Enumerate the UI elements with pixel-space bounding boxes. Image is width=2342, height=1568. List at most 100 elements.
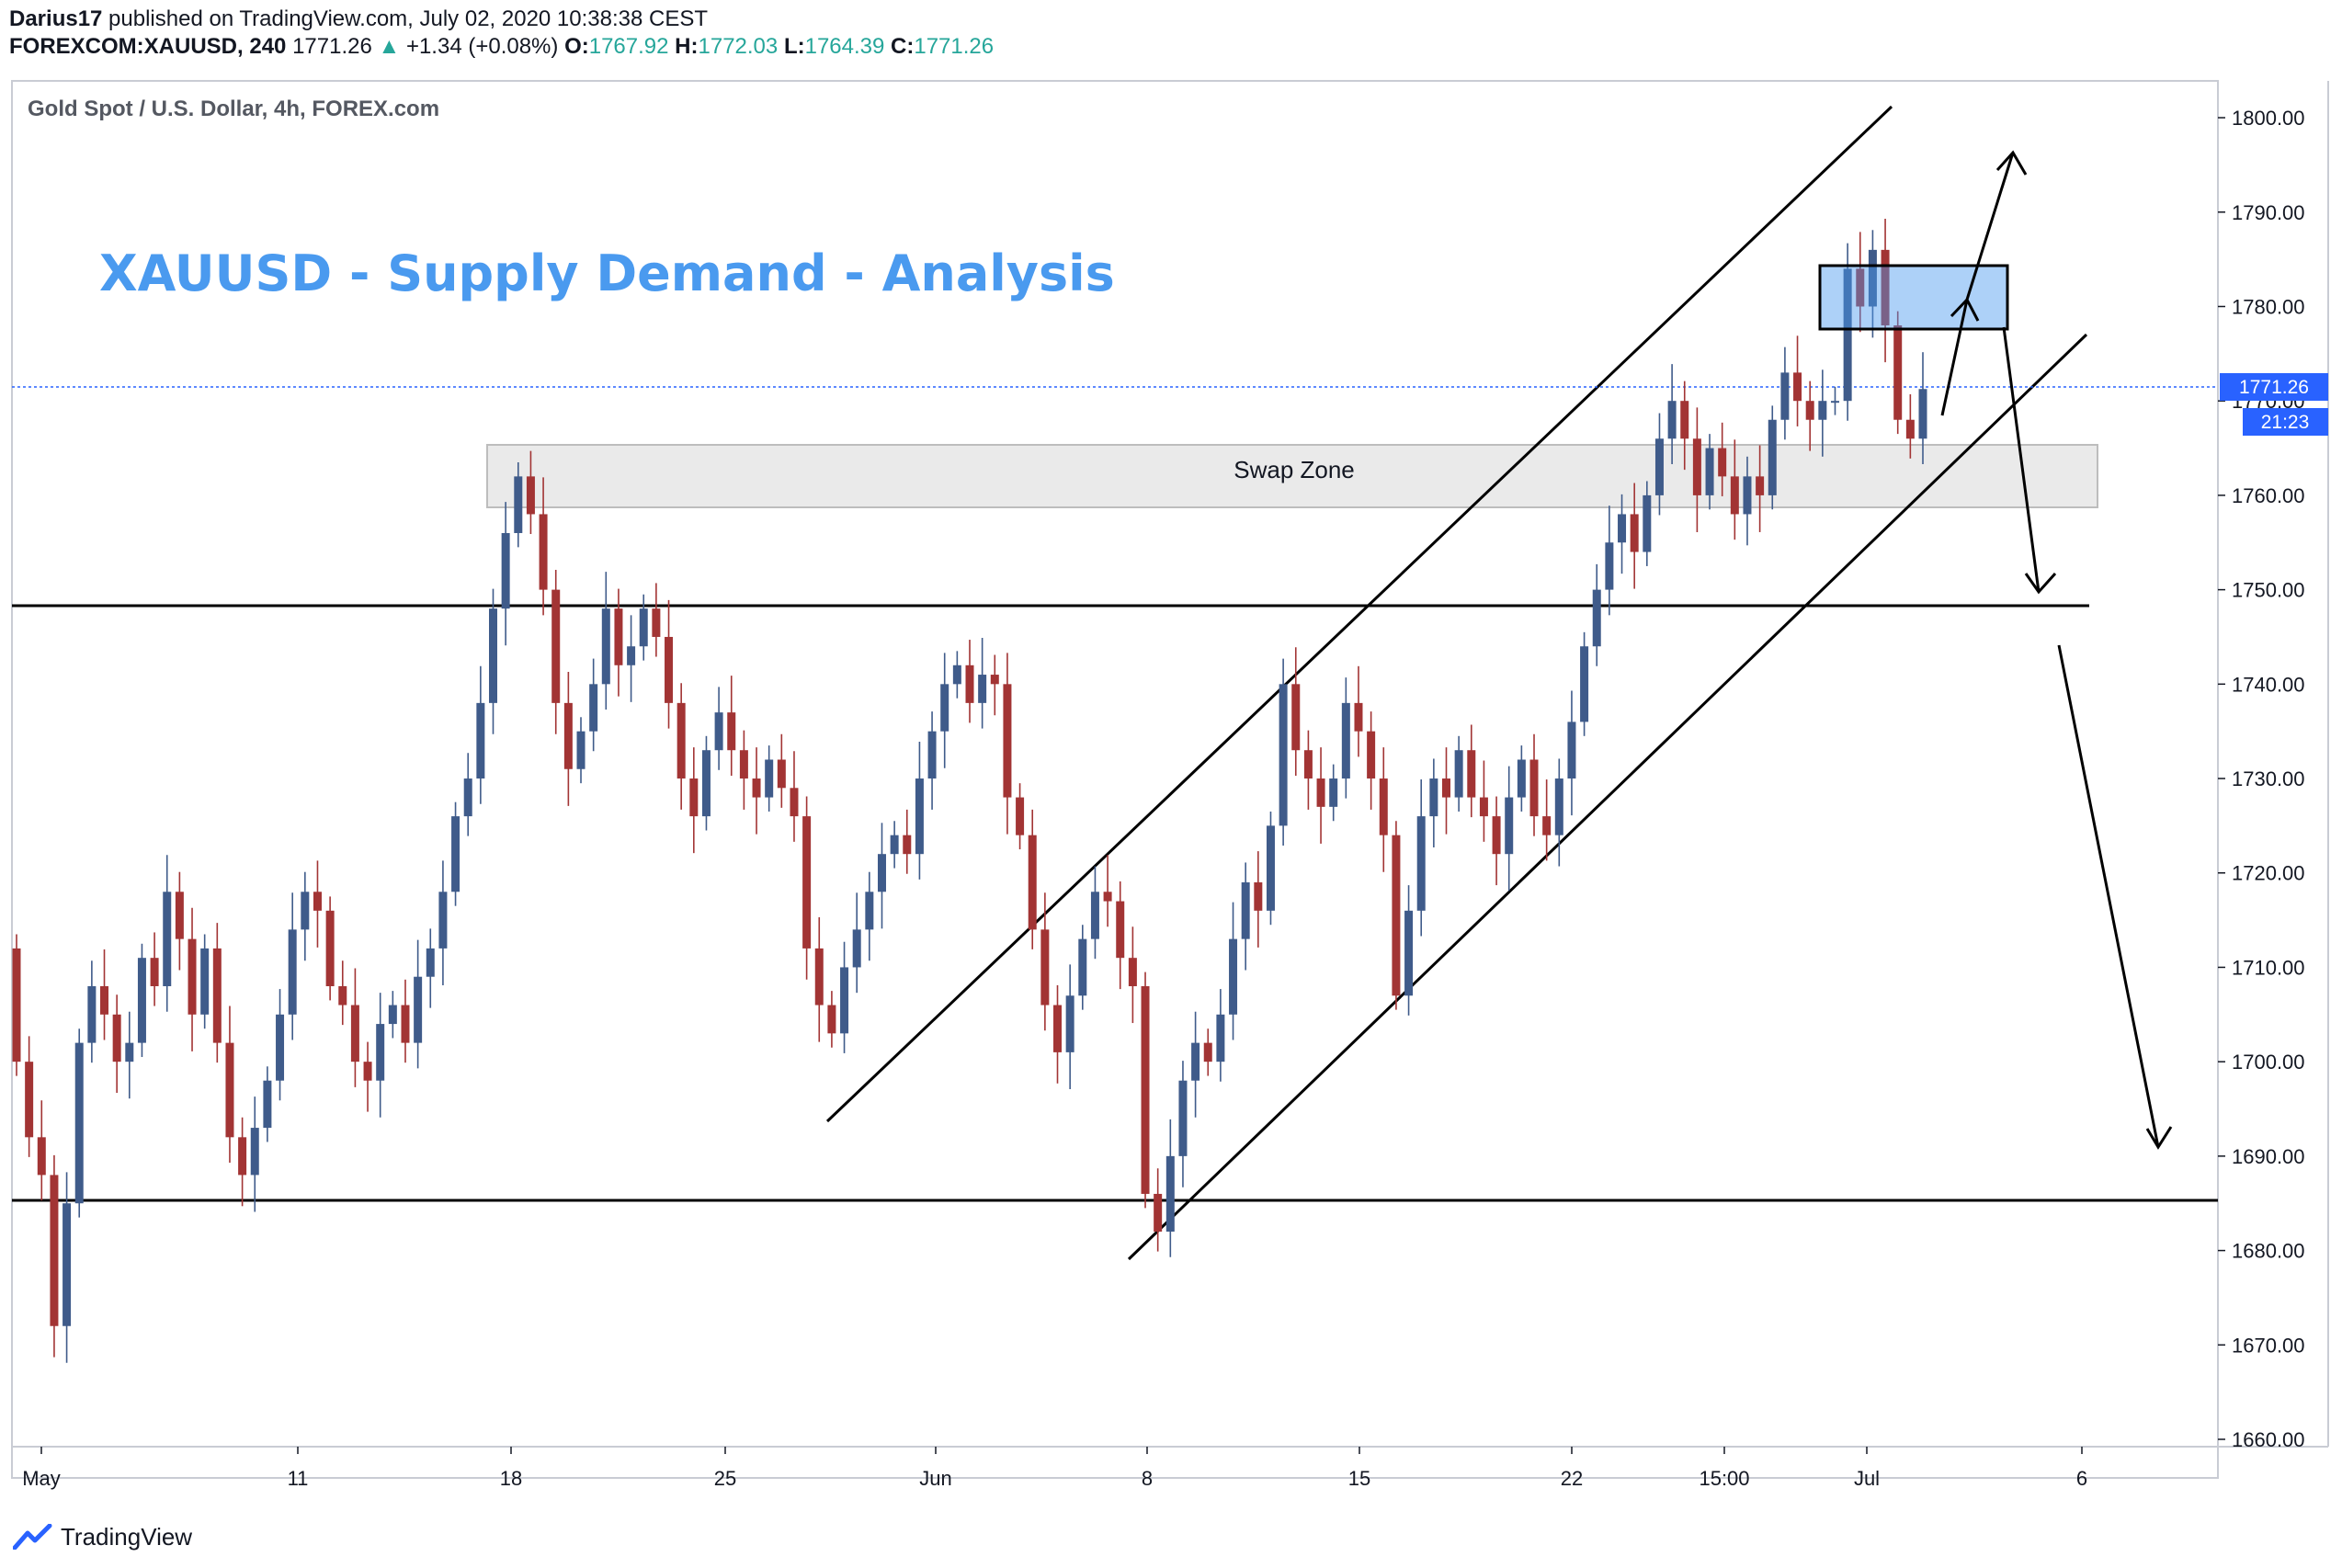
high-value: 1772.03 bbox=[698, 34, 779, 59]
candle-body bbox=[1316, 778, 1325, 807]
time-axis[interactable]: May 11 18 25 Jun 8 15 22 15:00 Jul 6 bbox=[22, 1447, 2087, 1490]
candle-body bbox=[1505, 797, 1514, 855]
candle-body bbox=[539, 514, 548, 590]
candle-body bbox=[1078, 938, 1087, 996]
candle-body bbox=[1580, 646, 1589, 722]
candle-body bbox=[1053, 1005, 1063, 1052]
y-tick-label: 1790.00 bbox=[2232, 201, 2305, 224]
supply-zone-box[interactable] bbox=[1818, 264, 2009, 331]
candle-body bbox=[1404, 910, 1414, 996]
candle-body bbox=[627, 646, 636, 665]
candle-body bbox=[1178, 1080, 1188, 1156]
candle-body bbox=[1618, 514, 1627, 543]
candle-body bbox=[1592, 589, 1601, 647]
publish-info: published on TradingView.com, July 02, 2… bbox=[102, 6, 709, 31]
candle-body bbox=[338, 985, 347, 1006]
candle-body bbox=[927, 731, 937, 779]
channel-upper-line[interactable] bbox=[825, 105, 1893, 1123]
candle-body bbox=[1843, 268, 1852, 402]
candle-body bbox=[1868, 249, 1877, 307]
candle-body bbox=[563, 702, 573, 769]
candle-body bbox=[1830, 401, 1839, 403]
x-tick-label: 6 bbox=[2076, 1467, 2087, 1490]
candle-body bbox=[451, 816, 460, 892]
candle-body bbox=[1241, 882, 1250, 939]
tradingview-logo-icon[interactable] bbox=[13, 1524, 53, 1550]
last-price-tag bbox=[2220, 373, 2328, 401]
last-price-tag-text: 1771.26 bbox=[2239, 377, 2309, 398]
candle-body bbox=[551, 589, 561, 703]
candle-body bbox=[1303, 750, 1313, 779]
candle-body bbox=[1881, 249, 1890, 326]
candle-body bbox=[288, 929, 297, 1015]
candle-body bbox=[501, 532, 510, 609]
candle-body bbox=[1003, 684, 1012, 798]
candle-body bbox=[463, 778, 472, 817]
candle-body bbox=[877, 854, 886, 892]
y-tick-label: 1760.00 bbox=[2232, 484, 2305, 507]
candle-body bbox=[112, 1014, 121, 1062]
candle-body bbox=[665, 636, 674, 703]
candle-body bbox=[37, 1137, 46, 1176]
candle-body bbox=[1128, 958, 1137, 986]
candle-body bbox=[1454, 750, 1463, 798]
swap-zone-label: Swap Zone bbox=[1234, 456, 1355, 483]
candle-body bbox=[376, 1024, 385, 1081]
y-tick-label: 1800.00 bbox=[2232, 107, 2305, 130]
price-axis[interactable]: 1800.001790.001780.001770.001760.001750.… bbox=[2218, 107, 2305, 1451]
candle-body bbox=[1630, 514, 1639, 552]
high-label: H: bbox=[675, 34, 699, 59]
candles-group bbox=[12, 218, 1927, 1363]
author-name[interactable]: Darius17 bbox=[9, 6, 103, 31]
candle-body bbox=[1028, 835, 1037, 930]
candle-body bbox=[1229, 938, 1238, 1015]
candle-body bbox=[1768, 419, 1777, 495]
footer-brand[interactable]: TradingView bbox=[61, 1522, 193, 1551]
candle-body bbox=[1116, 901, 1125, 959]
publish-line: Darius17 published on TradingView.com, J… bbox=[9, 6, 2335, 33]
candle-body bbox=[903, 835, 912, 855]
candle-body bbox=[652, 608, 661, 637]
candle-body bbox=[589, 684, 598, 732]
candle-body bbox=[1517, 759, 1526, 798]
candle-body bbox=[790, 788, 799, 817]
candle-body bbox=[514, 476, 523, 533]
candle-body bbox=[1379, 778, 1388, 835]
symbol-label[interactable]: FOREXCOM:XAUUSD, 240 bbox=[9, 34, 287, 59]
y-tick-label: 1780.00 bbox=[2232, 295, 2305, 318]
candle-body bbox=[1266, 825, 1275, 911]
y-tick-label: 1710.00 bbox=[2232, 956, 2305, 979]
candle-body bbox=[1479, 797, 1488, 817]
candle-body bbox=[438, 892, 448, 949]
close-value: 1771.26 bbox=[914, 34, 995, 59]
candle-body bbox=[852, 929, 861, 968]
candle-body bbox=[727, 712, 736, 751]
candle-body bbox=[225, 1042, 234, 1138]
chart-header: Darius17 published on TradingView.com, J… bbox=[9, 6, 2335, 70]
channel-lower-line[interactable] bbox=[1127, 333, 2088, 1261]
candle-body bbox=[827, 1005, 836, 1034]
candle-body bbox=[1667, 401, 1677, 439]
candle-body bbox=[1730, 476, 1739, 515]
candle-body bbox=[125, 1042, 134, 1062]
candle-body bbox=[1354, 702, 1363, 732]
candle-body bbox=[1643, 494, 1652, 552]
candle-body bbox=[188, 938, 197, 1015]
arrow-down-path-2 bbox=[2057, 644, 2160, 1148]
candle-body bbox=[1567, 722, 1576, 779]
candle-body bbox=[1529, 759, 1539, 817]
candle-body bbox=[765, 759, 774, 798]
swap-zone-box[interactable] bbox=[486, 444, 2098, 508]
candle-body bbox=[1065, 995, 1074, 1052]
candle-body bbox=[1103, 892, 1112, 902]
candle-body bbox=[1554, 778, 1563, 835]
candle-body bbox=[313, 892, 322, 911]
candle-body bbox=[1905, 419, 1915, 439]
candle-body bbox=[238, 1137, 247, 1176]
candle-body bbox=[1442, 778, 1450, 798]
candle-body bbox=[1893, 325, 1903, 420]
candle-body bbox=[1141, 985, 1150, 1194]
candle-body bbox=[802, 816, 812, 949]
candle-body bbox=[163, 892, 172, 986]
